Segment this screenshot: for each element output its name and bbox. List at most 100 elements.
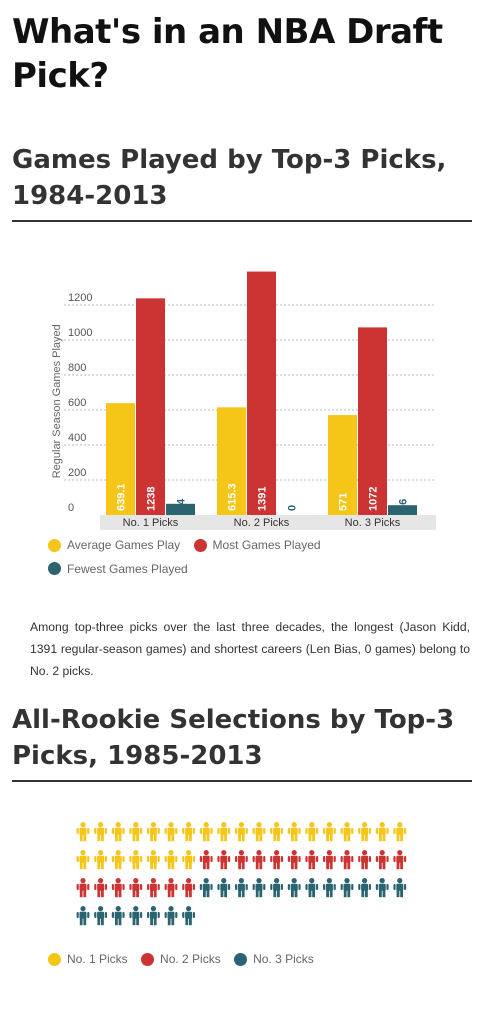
games-chart-legend: Average Games Play Most Games Played Few… — [48, 538, 348, 578]
person-icon — [129, 878, 143, 898]
person-icon — [217, 878, 231, 898]
legend-dot-no1 — [48, 952, 61, 966]
person-icon — [287, 822, 301, 842]
y-tick-label: 600 — [68, 397, 86, 409]
person-icon — [358, 822, 371, 842]
games-chart-note: Among top-three picks over the last thre… — [30, 620, 470, 678]
bar-value-label: 639.1 — [116, 483, 128, 511]
bar — [166, 503, 195, 515]
legend-item-no2: No. 2 Picks — [141, 952, 221, 966]
person-icon — [252, 878, 266, 898]
person-icon — [358, 850, 371, 870]
legend-item-no3: No. 3 Picks — [234, 952, 314, 966]
person-icon — [375, 822, 389, 842]
person-icon — [235, 822, 248, 842]
y-tick-label: 400 — [68, 432, 86, 444]
person-icon — [358, 878, 371, 898]
person-icon — [94, 906, 107, 926]
games-bar-chart: 0 200 400 600 800 1000 1200 Regular Season Game… — [51, 271, 436, 530]
person-icon — [270, 850, 283, 870]
y-tick-label: 0 — [68, 502, 74, 514]
rookie-section-title: All-Rookie Selections by Top-3 Picks, 19… — [12, 705, 455, 771]
person-icon — [199, 878, 213, 898]
legend-item-no1: No. 1 Picks — [48, 952, 128, 966]
bar-value-label: 1238 — [146, 487, 158, 511]
person-icon — [182, 878, 195, 898]
person-icon — [111, 906, 125, 926]
x-tick-label: No. 1 Picks — [123, 517, 179, 529]
legend-dot-no2 — [141, 952, 155, 966]
legend-item-most: Most Games Played — [193, 538, 321, 552]
bar-value-label: 1072 — [368, 487, 380, 511]
person-icon — [393, 822, 407, 842]
person-icon — [217, 850, 231, 870]
person-icon — [375, 850, 389, 870]
person-icon — [94, 850, 107, 870]
legend-label-no3: No. 3 Picks — [253, 952, 314, 966]
bar — [106, 403, 135, 515]
legend-label-no1: No. 1 Picks — [67, 952, 128, 966]
bar-value-label: 64 — [176, 498, 188, 511]
person-icon — [76, 822, 90, 842]
person-icon — [94, 878, 107, 898]
person-icon — [147, 850, 160, 870]
y-tick-label: 200 — [68, 467, 86, 479]
person-icon — [164, 822, 178, 842]
games-section-title: Games Played by Top-3 Picks, 1984-2013 — [12, 145, 447, 211]
bar-value-label: 56 — [398, 499, 410, 511]
person-icon — [287, 850, 301, 870]
y-tick-label: 1200 — [68, 292, 92, 304]
person-icon — [393, 878, 407, 898]
person-icon — [270, 878, 283, 898]
person-icon — [340, 850, 354, 870]
bar-value-label: 1391 — [257, 487, 269, 511]
person-icon — [76, 850, 90, 870]
person-icon — [129, 850, 143, 870]
person-icon — [182, 906, 195, 926]
legend-label-average: Average Games Play — [67, 538, 181, 552]
person-icon — [164, 878, 178, 898]
person-icon — [252, 850, 266, 870]
person-icon — [147, 906, 160, 926]
person-icon — [164, 850, 178, 870]
person-icon — [182, 850, 195, 870]
bar-value-label: 0 — [287, 505, 299, 511]
rookie-section-divider — [12, 780, 472, 782]
rookie-chart-legend: No. 1 Picks No. 2 Picks No. 3 Picks — [48, 952, 348, 969]
person-icon — [305, 822, 319, 842]
person-icon — [164, 906, 178, 926]
bar-value-label: 615.3 — [227, 483, 239, 511]
person-icon — [323, 822, 336, 842]
person-icon — [287, 878, 301, 898]
person-icon — [340, 878, 354, 898]
bar-value-label: 571 — [338, 493, 350, 511]
person-icon — [129, 906, 143, 926]
person-icon — [199, 850, 213, 870]
person-icon — [305, 850, 319, 870]
legend-label-no2: No. 2 Picks — [160, 952, 221, 966]
person-icon — [111, 850, 125, 870]
person-icon — [129, 822, 143, 842]
legend-dot-no3 — [234, 952, 248, 966]
person-icon — [270, 822, 283, 842]
legend-dot-most — [193, 538, 207, 552]
person-icon — [305, 878, 319, 898]
person-icon — [340, 822, 354, 842]
legend-label-most: Most Games Played — [212, 538, 321, 552]
person-icon — [147, 878, 160, 898]
person-icon — [235, 850, 248, 870]
legend-item-average: Average Games Play — [48, 538, 180, 552]
all-rookie-pictograph — [76, 822, 407, 926]
y-tick-label: 1000 — [68, 327, 92, 339]
person-icon — [111, 822, 125, 842]
legend-dot-fewest — [48, 562, 61, 575]
x-axis-band — [100, 515, 436, 530]
person-icon — [76, 878, 90, 898]
person-icon — [217, 822, 231, 842]
bar — [358, 327, 387, 515]
person-icon — [323, 878, 336, 898]
bar — [247, 271, 276, 515]
person-icon — [182, 822, 195, 842]
person-icon — [199, 822, 213, 842]
person-icon — [252, 822, 266, 842]
